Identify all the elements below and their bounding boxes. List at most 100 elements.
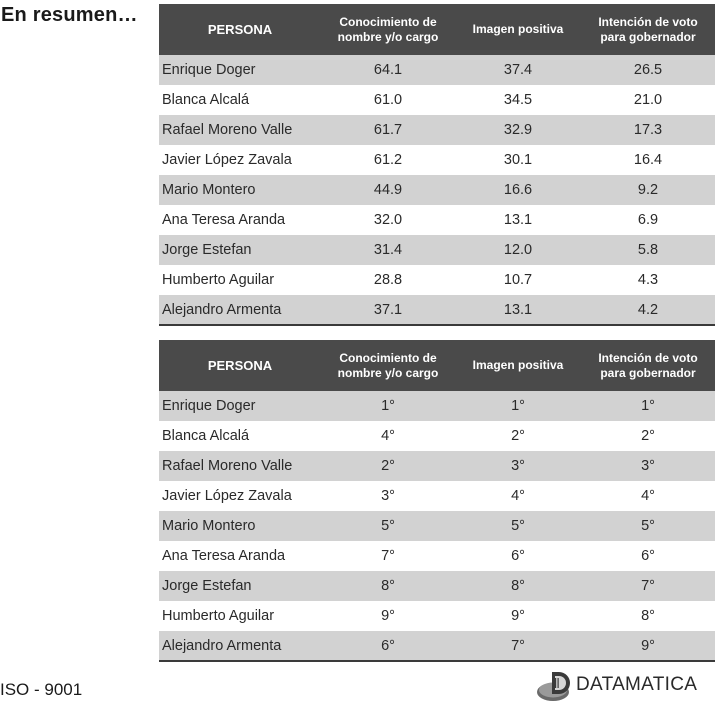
iso-certification: ISO - 9001 <box>0 680 83 699</box>
col-header-intencion-line1: Intención de voto <box>598 350 698 365</box>
cell-intencion: 4° <box>581 481 715 511</box>
cell-imagen: 30.1 <box>455 145 581 175</box>
col-header-intencion-line2: para gobernador <box>600 365 696 380</box>
table-row: Javier López Zavala 3° 4° 4° <box>159 481 715 511</box>
cell-conocimiento: 5° <box>321 511 455 541</box>
cell-imagen: 34.5 <box>455 85 581 115</box>
cell-persona: Ana Teresa Aranda <box>159 205 321 235</box>
cell-intencion: 5° <box>581 511 715 541</box>
cell-imagen: 12.0 <box>455 235 581 265</box>
cell-conocimiento: 32.0 <box>321 205 455 235</box>
cell-intencion: 21.0 <box>581 85 715 115</box>
cell-imagen: 1° <box>455 391 581 421</box>
cell-persona: Blanca Alcalá <box>159 85 321 115</box>
table-row: Blanca Alcalá 4° 2° 2° <box>159 421 715 451</box>
col-header-conocimiento: Conocimiento de nombre y/o cargo <box>321 340 455 391</box>
table-row: Humberto Aguilar 28.8 10.7 4.3 <box>159 265 715 295</box>
cell-conocimiento: 61.0 <box>321 85 455 115</box>
col-header-imagen: Imagen positiva <box>455 4 581 55</box>
cell-persona: Alejandro Armenta <box>159 631 321 662</box>
ranks-table-header: PERSONA Conocimiento de nombre y/o cargo… <box>159 340 715 391</box>
cell-imagen: 16.6 <box>455 175 581 205</box>
table-row: Alejandro Armenta 6° 7° 9° <box>159 631 715 662</box>
col-header-intencion-line1: Intención de voto <box>598 14 698 29</box>
cell-conocimiento: 8° <box>321 571 455 601</box>
ranks-table: PERSONA Conocimiento de nombre y/o cargo… <box>159 340 715 662</box>
ranks-table-body: Enrique Doger 1° 1° 1° Blanca Alcalá 4° 2° 2° Ra… <box>159 391 715 662</box>
cell-persona: Humberto Aguilar <box>159 601 321 631</box>
table-row: Jorge Estefan 31.4 12.0 5.8 <box>159 235 715 265</box>
cell-imagen: 13.1 <box>455 205 581 235</box>
cell-intencion: 26.5 <box>581 55 715 85</box>
cell-intencion: 2° <box>581 421 715 451</box>
cell-persona: Enrique Doger <box>159 391 321 421</box>
cell-imagen: 7° <box>455 631 581 662</box>
cell-intencion: 3° <box>581 451 715 481</box>
table-row: Humberto Aguilar 9° 9° 8° <box>159 601 715 631</box>
col-header-intencion-line2: para gobernador <box>600 29 696 44</box>
cell-imagen: 5° <box>455 511 581 541</box>
cell-imagen: 4° <box>455 481 581 511</box>
values-table: PERSONA Conocimiento de nombre y/o cargo… <box>159 4 715 326</box>
cell-conocimiento: 31.4 <box>321 235 455 265</box>
cell-persona: Enrique Doger <box>159 55 321 85</box>
values-table-header: PERSONA Conocimiento de nombre y/o cargo… <box>159 4 715 55</box>
cell-conocimiento: 61.7 <box>321 115 455 145</box>
cell-persona: Rafael Moreno Valle <box>159 451 321 481</box>
table-row: Alejandro Armenta 37.1 13.1 4.2 <box>159 295 715 326</box>
cell-intencion: 4.2 <box>581 295 715 326</box>
cell-intencion: 6° <box>581 541 715 571</box>
cell-persona: Javier López Zavala <box>159 481 321 511</box>
table-row: Javier López Zavala 61.2 30.1 16.4 <box>159 145 715 175</box>
cell-persona: Javier López Zavala <box>159 145 321 175</box>
col-header-imagen: Imagen positiva <box>455 340 581 391</box>
cell-persona: Jorge Estefan <box>159 571 321 601</box>
cell-persona: Jorge Estefan <box>159 235 321 265</box>
cell-conocimiento: 2° <box>321 451 455 481</box>
cell-imagen: 8° <box>455 571 581 601</box>
cell-conocimiento: 61.2 <box>321 145 455 175</box>
cell-intencion: 8° <box>581 601 715 631</box>
cell-intencion: 16.4 <box>581 145 715 175</box>
cell-conocimiento: 37.1 <box>321 295 455 326</box>
table-row: Ana Teresa Aranda 32.0 13.1 6.9 <box>159 205 715 235</box>
col-header-persona: PERSONA <box>159 340 321 391</box>
cell-intencion: 9° <box>581 631 715 662</box>
cell-intencion: 9.2 <box>581 175 715 205</box>
table-row: Blanca Alcalá 61.0 34.5 21.0 <box>159 85 715 115</box>
cell-imagen: 10.7 <box>455 265 581 295</box>
cell-persona: Mario Montero <box>159 511 321 541</box>
cell-conocimiento: 9° <box>321 601 455 631</box>
col-header-conocimiento-line1: Conocimiento de <box>339 14 437 29</box>
table-row: Rafael Moreno Valle 2° 3° 3° <box>159 451 715 481</box>
col-header-conocimiento-line2: nombre y/o cargo <box>337 365 439 380</box>
cell-imagen: 3° <box>455 451 581 481</box>
cell-conocimiento: 6° <box>321 631 455 662</box>
cell-conocimiento: 64.1 <box>321 55 455 85</box>
brand-name: DATAMATICA <box>576 674 698 695</box>
col-header-intencion: Intención de voto para gobernador <box>581 340 715 391</box>
cell-persona: Mario Montero <box>159 175 321 205</box>
cell-intencion: 17.3 <box>581 115 715 145</box>
cell-imagen: 9° <box>455 601 581 631</box>
col-header-intencion: Intención de voto para gobernador <box>581 4 715 55</box>
cell-imagen: 13.1 <box>455 295 581 326</box>
table-row: Ana Teresa Aranda 7° 6° 6° <box>159 541 715 571</box>
page-title: En resumen… <box>1 4 138 26</box>
cell-persona: Alejandro Armenta <box>159 295 321 326</box>
cell-conocimiento: 7° <box>321 541 455 571</box>
cell-conocimiento: 44.9 <box>321 175 455 205</box>
col-header-conocimiento-line1: Conocimiento de <box>339 350 437 365</box>
table-row: Mario Montero 44.9 16.6 9.2 <box>159 175 715 205</box>
cell-conocimiento: 28.8 <box>321 265 455 295</box>
cell-intencion: 6.9 <box>581 205 715 235</box>
col-header-persona: PERSONA <box>159 4 321 55</box>
values-table-body: Enrique Doger 64.1 37.4 26.5 Blanca Alcalá 61… <box>159 55 715 326</box>
table-row: Mario Montero 5° 5° 5° <box>159 511 715 541</box>
cell-intencion: 4.3 <box>581 265 715 295</box>
table-row: Rafael Moreno Valle 61.7 32.9 17.3 <box>159 115 715 145</box>
col-header-conocimiento-line2: nombre y/o cargo <box>337 29 439 44</box>
cell-conocimiento: 4° <box>321 421 455 451</box>
cell-intencion: 1° <box>581 391 715 421</box>
table-row: Enrique Doger 64.1 37.4 26.5 <box>159 55 715 85</box>
